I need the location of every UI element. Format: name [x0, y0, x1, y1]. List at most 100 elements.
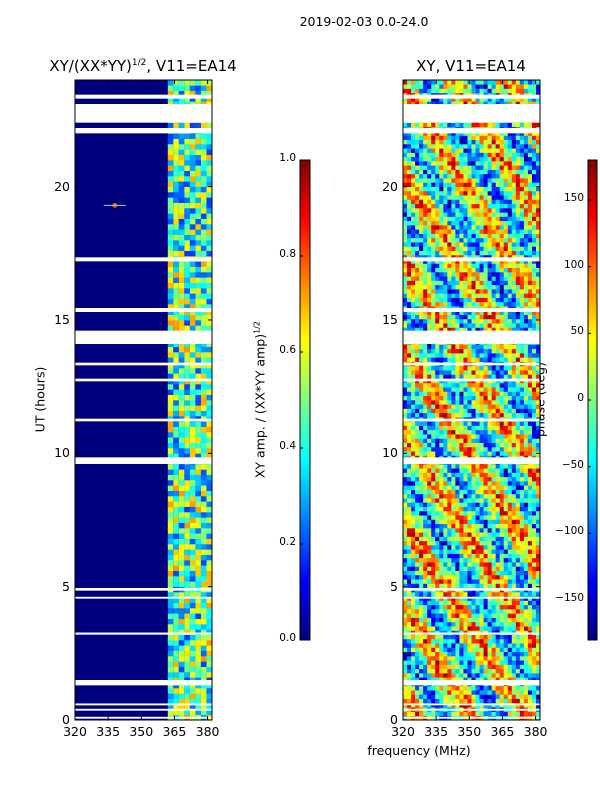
heatmap-cell — [515, 566, 521, 571]
heatmap-cell — [535, 617, 541, 623]
heatmap-cell — [447, 711, 452, 717]
heatmap-cell — [455, 626, 460, 631]
heatmap-cell — [451, 357, 456, 362]
heatmap-cell — [535, 489, 541, 495]
heatmap-cell — [167, 506, 174, 513]
heatmap-cell — [184, 90, 190, 97]
heatmap-cell — [495, 668, 501, 674]
heatmap-cell — [173, 453, 179, 459]
heatmap-cell — [439, 664, 444, 670]
heatmap-cell — [447, 382, 452, 388]
heatmap-cell — [487, 310, 492, 315]
heatmap-cell — [439, 502, 444, 507]
heatmap-cell — [206, 176, 212, 182]
heatmap-cell — [178, 634, 185, 641]
heatmap-cell — [419, 382, 424, 388]
heatmap-cell — [415, 583, 420, 589]
heatmap-cell — [451, 583, 456, 589]
heatmap-cell — [407, 673, 412, 678]
heatmap-cell — [184, 709, 190, 715]
heatmap-cell — [178, 554, 185, 561]
heatmap-cell — [419, 344, 424, 350]
heatmap-cell — [178, 565, 185, 571]
heatmap-cell — [507, 557, 513, 563]
heatmap-cell — [527, 464, 533, 469]
heatmap-cell — [451, 515, 456, 520]
heatmap-cell — [431, 404, 436, 409]
heatmap-cell — [463, 690, 468, 695]
heatmap-cell — [439, 562, 444, 567]
heatmap-cell — [206, 357, 212, 363]
heatmap-cell — [471, 310, 476, 315]
heatmap-cell — [527, 574, 533, 580]
heatmap-cell — [451, 242, 456, 247]
heatmap-cell — [475, 493, 480, 499]
heatmap-cell — [491, 348, 496, 354]
heatmap-cell — [499, 412, 505, 418]
heatmap-cell — [431, 353, 436, 358]
heatmap-cell — [423, 523, 428, 529]
heatmap-cell — [431, 284, 436, 290]
heatmap-cell — [487, 617, 492, 623]
heatmap-cell — [200, 282, 207, 289]
heatmap-cell — [200, 624, 207, 630]
heatmap-cell — [427, 425, 432, 431]
heatmap-cell — [200, 426, 207, 433]
heatmap-cell — [451, 464, 456, 469]
heatmap-cell — [515, 600, 521, 606]
heatmap-cell — [447, 246, 452, 251]
heatmap-cell — [463, 242, 468, 247]
heatmap-cell — [491, 225, 496, 230]
heatmap-cell — [527, 220, 533, 226]
heatmap-cell — [455, 528, 460, 533]
heatmap-cell — [483, 370, 488, 375]
heatmap-cell — [407, 557, 412, 563]
heatmap-cell — [499, 429, 505, 435]
heatmap-cell — [451, 553, 456, 559]
heatmap-cell — [483, 400, 488, 405]
heatmap-cell — [173, 314, 179, 321]
heatmap-cell — [475, 464, 480, 469]
heatmap-cell — [178, 448, 185, 454]
heatmap-cell — [455, 412, 460, 418]
heatmap-cell — [451, 574, 456, 580]
heatmap-cell — [435, 476, 440, 482]
heatmap-cell — [467, 498, 472, 503]
heatmap-cell — [467, 592, 472, 597]
heatmap-cell — [491, 664, 496, 670]
heatmap-cell — [195, 453, 201, 459]
heatmap-cell — [447, 229, 452, 234]
heatmap-cell — [403, 523, 408, 529]
heatmap-cell — [427, 468, 432, 473]
heatmap-cell — [195, 352, 201, 358]
heatmap-cell — [173, 533, 179, 539]
heatmap-cell — [495, 297, 501, 303]
heatmap-cell — [483, 272, 488, 277]
heatmap-cell — [451, 233, 456, 239]
heatmap-cell — [471, 626, 476, 631]
heatmap-cell — [411, 540, 416, 546]
heatmap-cell — [475, 528, 480, 533]
heatmap-cell — [499, 711, 505, 717]
heatmap-cell — [415, 365, 420, 371]
heatmap-cell — [467, 574, 472, 580]
heatmap-cell — [479, 660, 484, 665]
heatmap-cell — [173, 602, 179, 609]
heatmap-cell — [189, 346, 196, 353]
heatmap-cell — [443, 549, 448, 554]
heatmap-cell — [463, 643, 468, 648]
heatmap-cell — [403, 498, 408, 503]
heatmap-cell — [435, 314, 440, 320]
heatmap-cell — [451, 327, 456, 333]
heatmap-cell — [499, 446, 505, 452]
heatmap-cell — [459, 476, 464, 482]
heatmap-cell — [403, 553, 408, 559]
heatmap-cell — [435, 451, 440, 456]
heatmap-cell — [427, 545, 432, 550]
heatmap-cell — [475, 254, 480, 260]
heatmap-cell — [487, 536, 492, 542]
heatmap-cell — [415, 647, 420, 653]
heatmap-cell — [491, 690, 496, 695]
heatmap-cell — [427, 323, 432, 328]
heatmap-cell — [427, 357, 432, 362]
